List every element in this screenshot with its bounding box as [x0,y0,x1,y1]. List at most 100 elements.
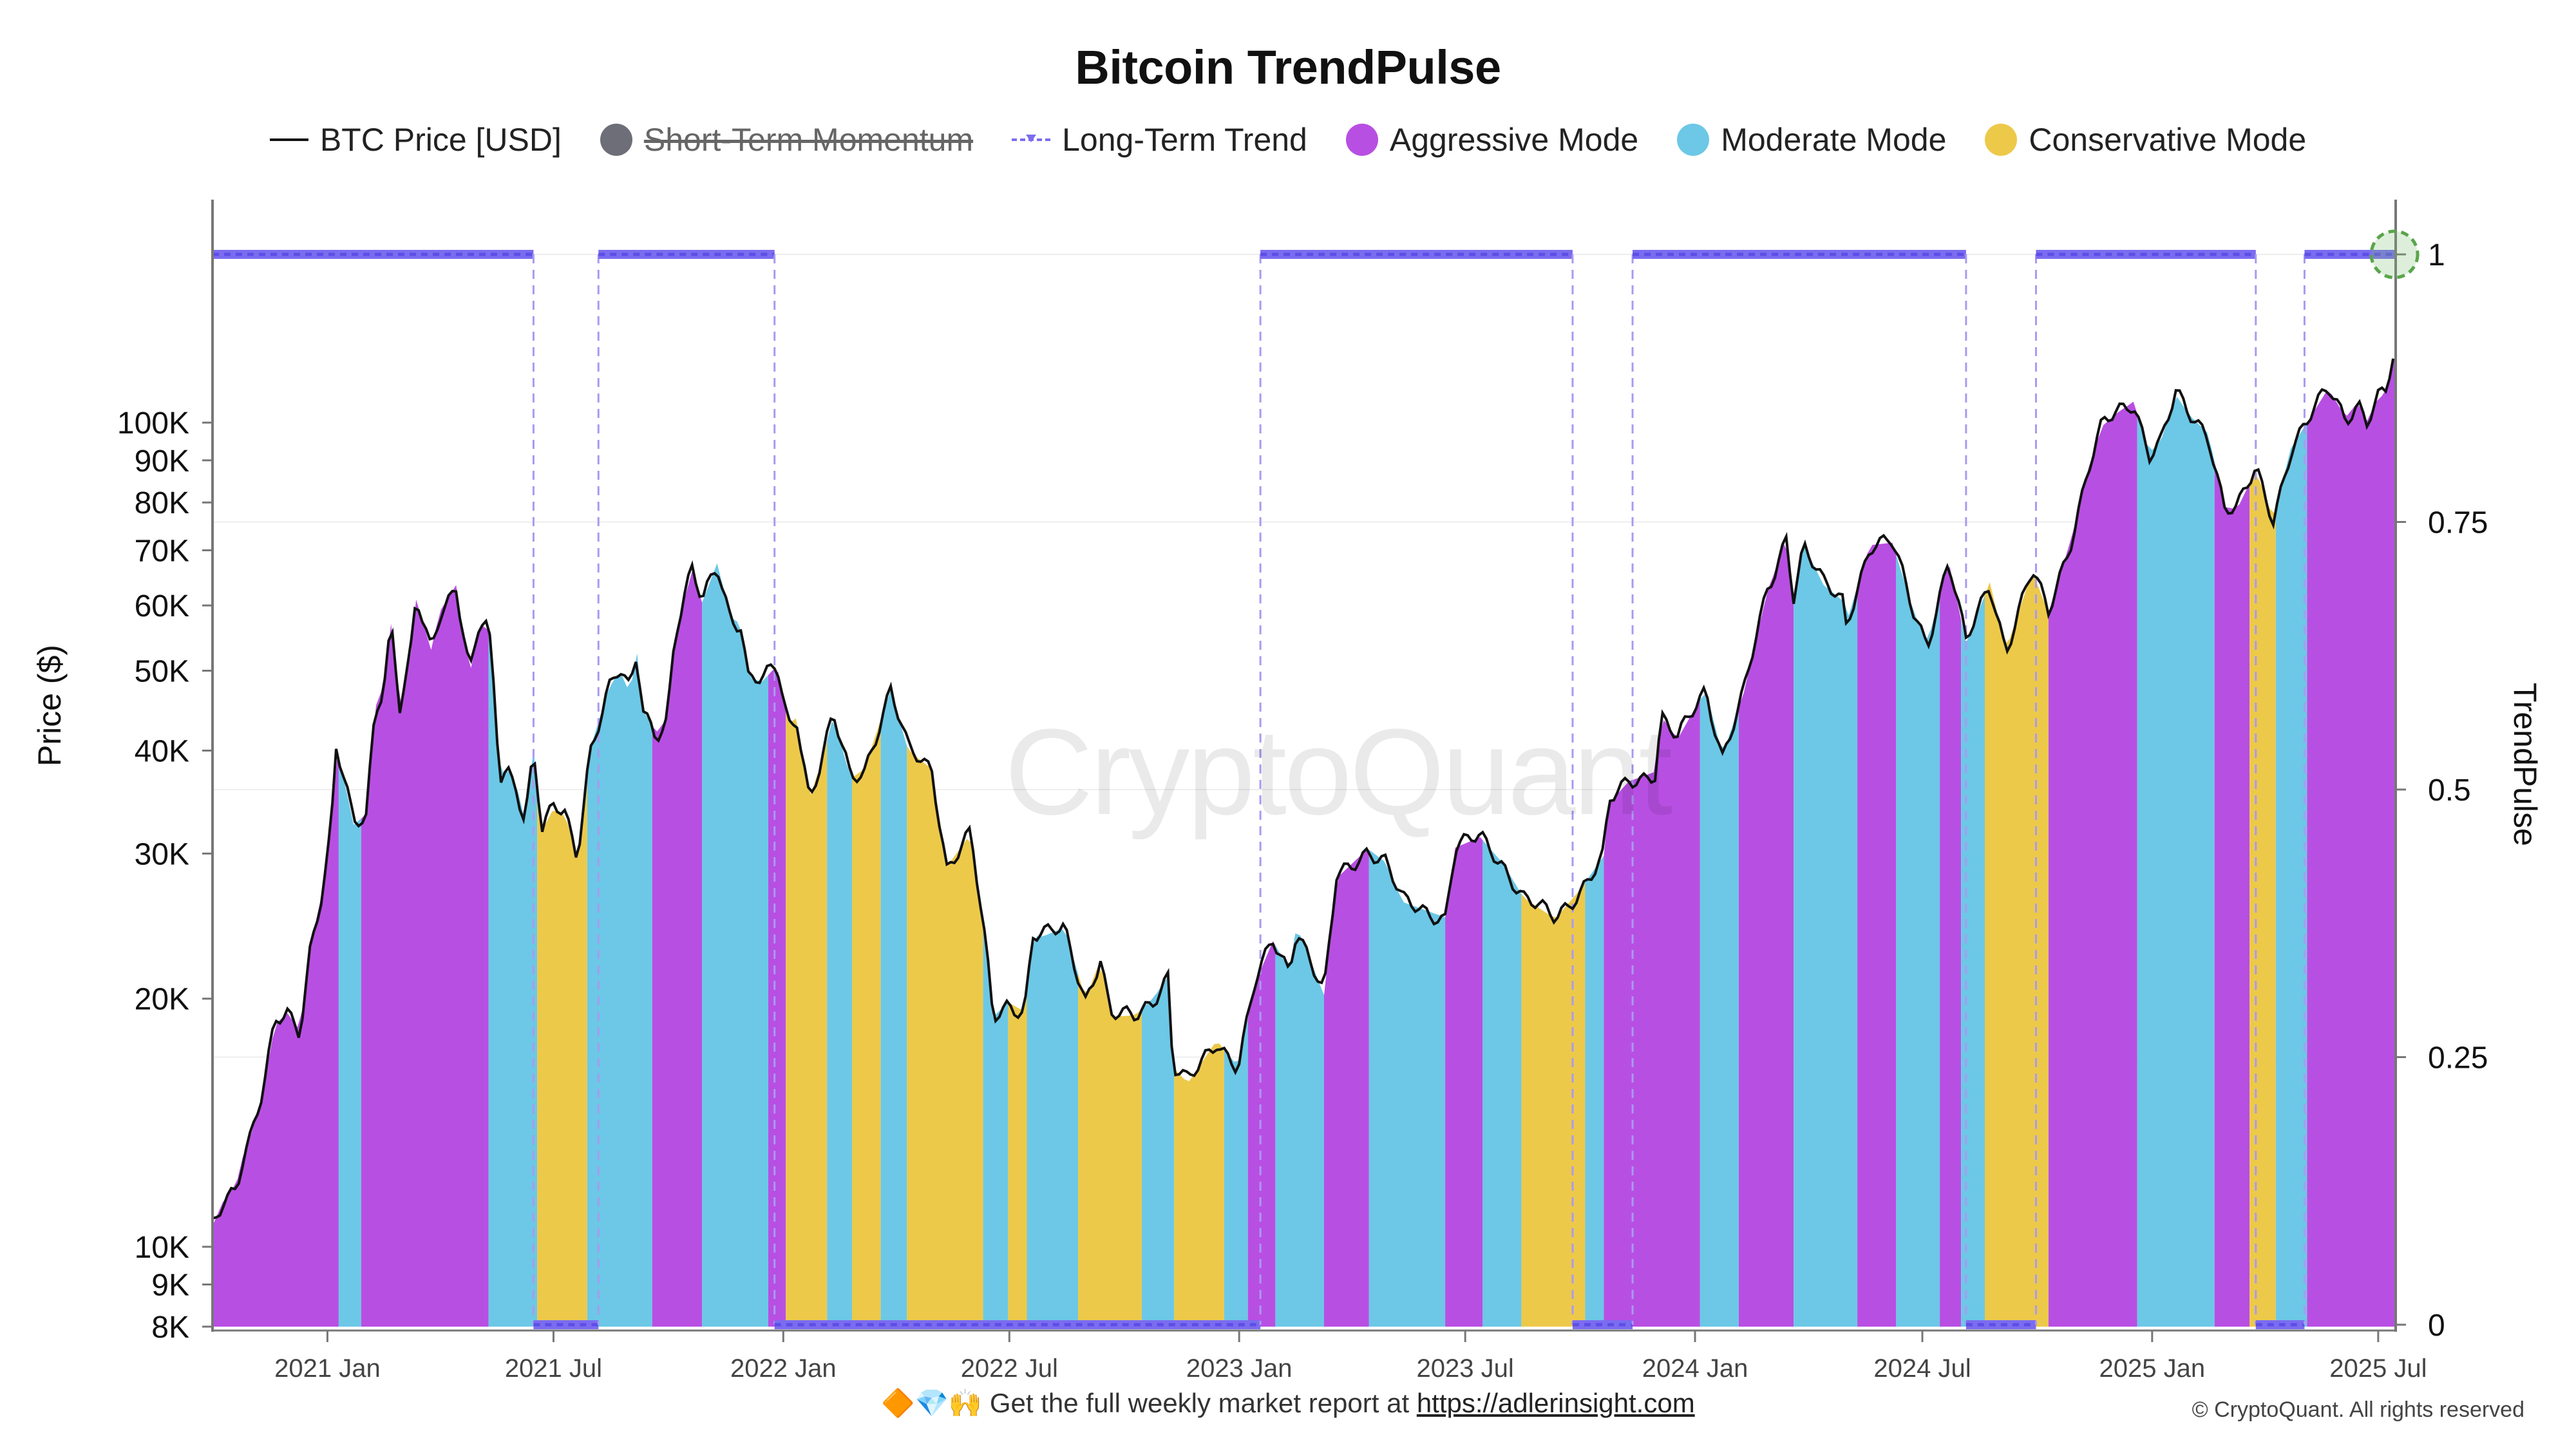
chart-title: Bitcoin TrendPulse [1075,41,1501,94]
mode-area-aggressive [1738,543,1794,1327]
mode-area-aggressive [213,755,339,1327]
mode-area-moderate [1482,840,1522,1327]
y2-tick-label: 0.5 [2428,773,2471,808]
y-tick-label: 70K [135,534,189,568]
y-tick-label: 50K [135,654,189,688]
mode-area-conservative [1521,882,1586,1327]
mode-area-aggressive [2048,401,2137,1327]
dot-swatch-icon [1677,124,1710,156]
mode-area-aggressive [2307,354,2396,1327]
y-tick-label: 9K [151,1269,189,1303]
legend-label: Short-Term Momentum [643,122,974,158]
mode-area-moderate [827,721,852,1327]
mode-area-moderate [1027,928,1078,1327]
legend-label: Long-Term Trend [1062,122,1307,158]
y2-tick-label: 1 [2428,238,2445,272]
x-tick-label: 2025 Jan [2099,1354,2206,1383]
legend-item-moderate-mode[interactable]: Moderate Mode [1677,121,1946,158]
footer-emojis: 🔶💎🙌 [881,1388,983,1418]
dot-swatch-icon [1985,124,2018,156]
mode-area-moderate [1700,694,1739,1327]
watermark: CryptoQuant [1005,704,1672,840]
mode-area-aggressive [1604,699,1700,1327]
mode-area-moderate [2275,422,2307,1327]
y-tick-label: 8K [151,1311,189,1345]
y-tick-label: 40K [135,734,189,768]
footer-text: Get the full weekly market report at [989,1388,1410,1418]
y-tick-label: 100K [117,406,189,440]
legend-label: Moderate Mode [1721,122,1947,158]
mode-area-moderate [1961,595,1985,1327]
mode-area-moderate [338,760,361,1327]
x-tick-label: 2021 Jan [274,1354,381,1383]
mode-area-conservative [1174,1043,1224,1327]
y-tick-label: 90K [135,444,189,478]
y-tick-label: 30K [135,837,189,871]
legend-label: Conservative Mode [2029,122,2307,158]
mode-area-conservative [907,746,983,1327]
current-point-marker [2369,229,2420,279]
mode-area-aggressive [1324,849,1369,1327]
mode-area-aggressive [361,585,489,1327]
mode-area-conservative [1985,578,2049,1327]
y2-axis-label: TrendPulse [2507,683,2543,846]
mode-area-moderate [1275,933,1324,1327]
mode-area-aggressive [1940,566,1962,1327]
mode-area-conservative [1078,966,1142,1327]
x-tick-label: 2024 Jan [1642,1354,1748,1383]
mode-area-conservative [2249,473,2276,1327]
x-tick-label: 2021 Jul [505,1354,602,1383]
x-tick-label: 2025 Jul [2329,1354,2427,1383]
x-tick-label: 2023 Jul [1417,1354,1514,1383]
mode-area-moderate [1585,856,1604,1327]
y-tick-label: 10K [135,1231,189,1265]
mode-area-moderate [1896,554,1940,1327]
footer: 🔶💎🙌 Get the full weekly market report at… [0,1388,2576,1419]
mode-area-moderate [1224,1018,1248,1327]
mode-area-conservative [852,719,881,1327]
mode-area-moderate [983,928,1009,1327]
x-tick-label: 2022 Jul [961,1354,1058,1383]
dot-swatch-icon [1345,124,1378,156]
x-tick-label: 2024 Jul [1873,1354,1971,1383]
mode-area-moderate [1794,545,1858,1327]
y2-tick-label: 0.75 [2428,506,2488,540]
mode-area-moderate [2137,397,2215,1327]
legend-item-btc-price[interactable]: BTC Price [USD] [269,121,562,158]
mode-area-aggressive [652,571,703,1327]
price-line [212,358,2395,1220]
dashed-line-swatch-icon [1012,135,1051,142]
y-axis-label: Price ($) [32,645,68,766]
legend-item-short-term-momentum[interactable]: Short-Term Momentum [600,121,973,158]
mode-area-moderate [702,563,768,1327]
mode-area-moderate [587,653,652,1327]
legend: BTC Price [USD] Short-Term Momentum Long… [0,121,2576,158]
legend-label: BTC Price [USD] [319,122,562,158]
mode-area-conservative [537,772,587,1327]
legend-label: Aggressive Mode [1389,122,1639,158]
mode-area-moderate [488,630,538,1327]
y-tick-label: 60K [135,589,189,623]
mode-area-aggressive [2214,462,2250,1327]
legend-item-aggressive-mode[interactable]: Aggressive Mode [1345,121,1639,158]
mode-area-aggressive [1445,837,1483,1327]
mode-area-conservative [786,711,828,1327]
y2-tick-label: 0.25 [2428,1041,2488,1075]
y2-tick-label: 0 [2428,1309,2445,1343]
y-tick-label: 20K [135,983,189,1017]
x-tick-label: 2023 Jan [1186,1354,1293,1383]
x-tick-label: 2022 Jan [730,1354,837,1383]
line-swatch-icon [269,138,308,141]
report-link[interactable]: https://adlerinsight.com [1416,1388,1695,1418]
mode-area-aggressive [1857,542,1897,1327]
mode-area-moderate [1141,978,1175,1327]
mode-area-conservative [1008,990,1027,1327]
y-tick-label: 80K [135,486,189,520]
mode-area-aggressive [768,669,786,1327]
mode-area-aggressive [1247,941,1276,1327]
legend-item-conservative-mode[interactable]: Conservative Mode [1985,121,2306,158]
dot-swatch-icon [600,124,632,156]
copyright: © CryptoQuant. All rights reserved [2192,1397,2524,1422]
legend-item-long-term-trend[interactable]: Long-Term Trend [1012,121,1307,158]
